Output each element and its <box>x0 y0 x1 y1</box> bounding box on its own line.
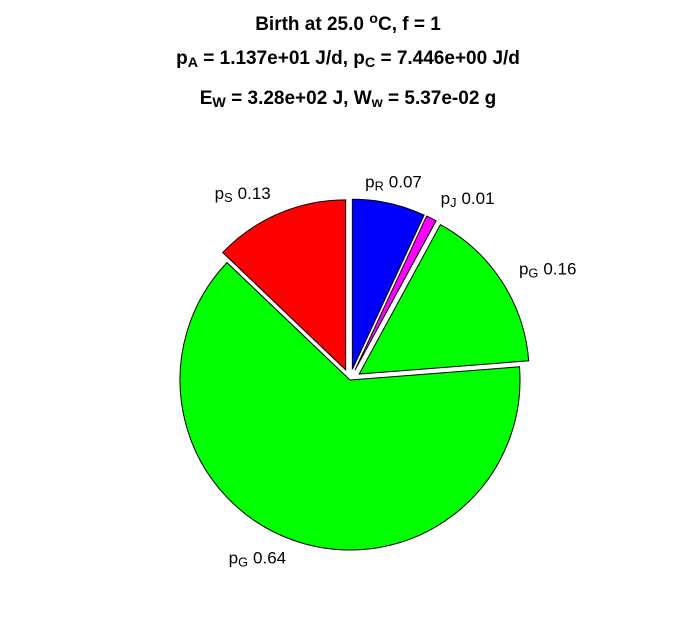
pie-slice <box>351 198 425 370</box>
slice-value: 0.07 <box>389 173 422 192</box>
slice-value: 0.01 <box>461 190 494 209</box>
subscript: w <box>371 95 384 111</box>
text-run: p <box>441 190 450 209</box>
slice-label: pR 0.07 <box>365 173 422 194</box>
text-run: p <box>176 48 188 69</box>
text-run: = 1.137e+01 J/d, p <box>198 48 365 69</box>
slice-label: pG 0.64 <box>229 549 286 570</box>
subscript: G <box>238 555 248 570</box>
text-run: = 3.28e+02 J, W <box>226 88 372 109</box>
slice-label: pG 0.16 <box>519 260 576 281</box>
subscript: C <box>365 55 375 71</box>
pie-slice <box>354 215 437 371</box>
slice-label: pS 0.13 <box>215 184 271 205</box>
text-run: p <box>365 173 374 192</box>
text-run: p <box>229 549 238 568</box>
text-run: = 7.446e+00 J/d <box>375 48 520 69</box>
subscript: A <box>188 55 198 71</box>
subscript: R <box>375 179 384 194</box>
subscript: S <box>224 190 233 205</box>
pie-slice <box>358 223 530 375</box>
text-run: E <box>200 88 213 109</box>
pie-slice <box>221 199 347 372</box>
slice-value: 0.16 <box>543 260 576 279</box>
superscript: o <box>369 11 378 27</box>
pie-slice <box>179 261 521 551</box>
slice-label: pJ 0.01 <box>441 190 495 211</box>
slice-value: 0.64 <box>253 549 286 568</box>
slice-value: 0.13 <box>238 184 271 203</box>
text-run: = 5.37e-02 g <box>383 88 497 109</box>
text-run: Birth at 25.0 <box>255 14 369 35</box>
text-run: p <box>519 260 528 279</box>
chart-title: EW = 3.28e+02 J, Ww = 5.37e-02 g <box>200 88 497 111</box>
subscript: G <box>528 266 538 281</box>
subscript: J <box>450 195 456 210</box>
chart-title: pA = 1.137e+01 J/d, pC = 7.446e+00 J/d <box>176 48 520 71</box>
text-run: p <box>215 184 224 203</box>
text-run: C, f = 1 <box>378 14 441 35</box>
chart-title: Birth at 25.0 oC, f = 1 <box>255 11 441 35</box>
subscript: W <box>212 95 226 111</box>
